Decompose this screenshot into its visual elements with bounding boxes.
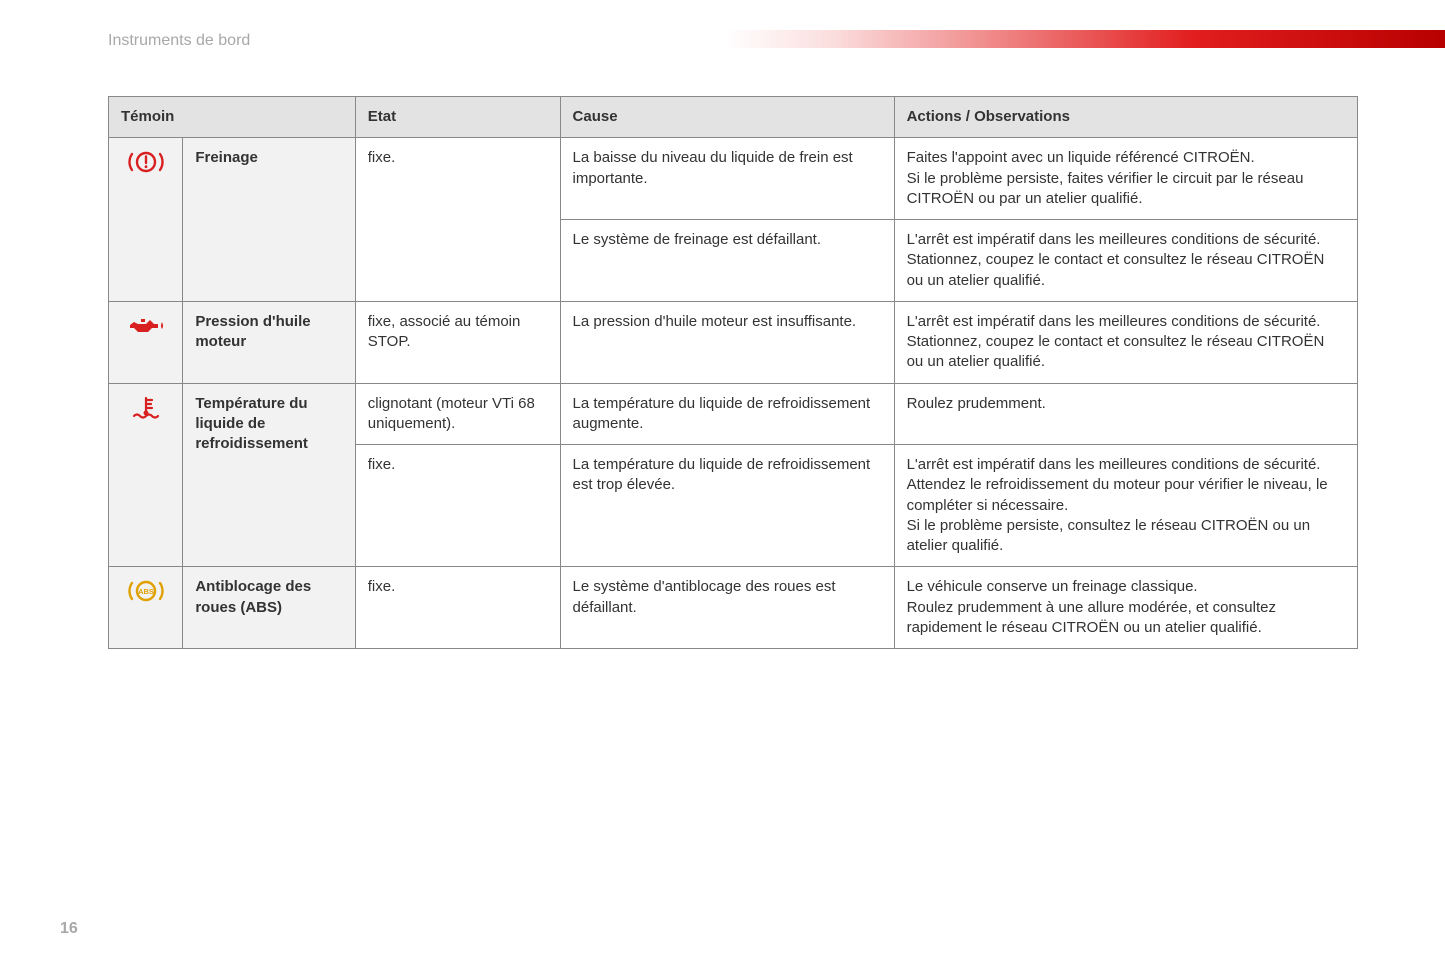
table-row: Température du liquide de refroidissemen… — [109, 383, 1358, 445]
cell-action: Roulez prudemment. — [894, 383, 1357, 445]
cell-cause: Le système de freinage est défaillant. — [560, 220, 894, 302]
table-header-row: Témoin Etat Cause Actions / Observations — [109, 97, 1358, 138]
indicator-icon-cell — [109, 138, 183, 302]
indicator-icon-cell — [109, 383, 183, 567]
cell-action: L'arrêt est impératif dans les meilleure… — [894, 301, 1357, 383]
table-row: ABS Antiblocage des roues (ABS) fixe. Le… — [109, 567, 1358, 649]
cell-etat: fixe. — [355, 445, 560, 567]
indicator-icon-cell: ABS — [109, 567, 183, 649]
section-title: Instruments de bord — [108, 32, 250, 50]
page-number: 16 — [60, 920, 78, 938]
col-header-etat: Etat — [355, 97, 560, 138]
cell-cause: La pression d'huile moteur est insuffisa… — [560, 301, 894, 383]
warning-lights-table: Témoin Etat Cause Actions / Observations — [108, 96, 1358, 649]
header-accent-bar — [725, 30, 1445, 48]
cell-cause: Le système d'antiblocage des roues est d… — [560, 567, 894, 649]
cell-etat: clignotant (moteur VTi 68 uniquement). — [355, 383, 560, 445]
indicator-label: Pression d'huile moteur — [183, 301, 355, 383]
brake-warning-icon — [124, 148, 168, 176]
indicator-label: Antiblocage des roues (ABS) — [183, 567, 355, 649]
cell-cause: La température du liquide de refroidisse… — [560, 383, 894, 445]
svg-text:ABS: ABS — [138, 587, 154, 596]
cell-etat: fixe. — [355, 567, 560, 649]
indicator-icon-cell — [109, 301, 183, 383]
cell-action: Faites l'appoint avec un liquide référen… — [894, 138, 1357, 220]
col-header-cause: Cause — [560, 97, 894, 138]
col-header-temoin: Témoin — [109, 97, 356, 138]
indicator-label: Freinage — [183, 138, 355, 302]
oil-pressure-icon — [124, 312, 168, 340]
indicator-label: Température du liquide de refroidissemen… — [183, 383, 355, 567]
cell-action: L'arrêt est impératif dans les meilleure… — [894, 445, 1357, 567]
coolant-temp-icon — [124, 394, 168, 422]
cell-cause: La température du liquide de refroidisse… — [560, 445, 894, 567]
cell-action: L'arrêt est impératif dans les meilleure… — [894, 220, 1357, 302]
cell-etat: fixe. — [355, 138, 560, 302]
abs-icon: ABS — [124, 577, 168, 605]
cell-etat: fixe, associé au témoin STOP. — [355, 301, 560, 383]
table-row: Pression d'huile moteur fixe, associé au… — [109, 301, 1358, 383]
table-row: Freinage fixe. La baisse du niveau du li… — [109, 138, 1358, 220]
col-header-actions: Actions / Observations — [894, 97, 1357, 138]
cell-cause: La baisse du niveau du liquide de frein … — [560, 138, 894, 220]
cell-action: Le véhicule conserve un freinage classiq… — [894, 567, 1357, 649]
